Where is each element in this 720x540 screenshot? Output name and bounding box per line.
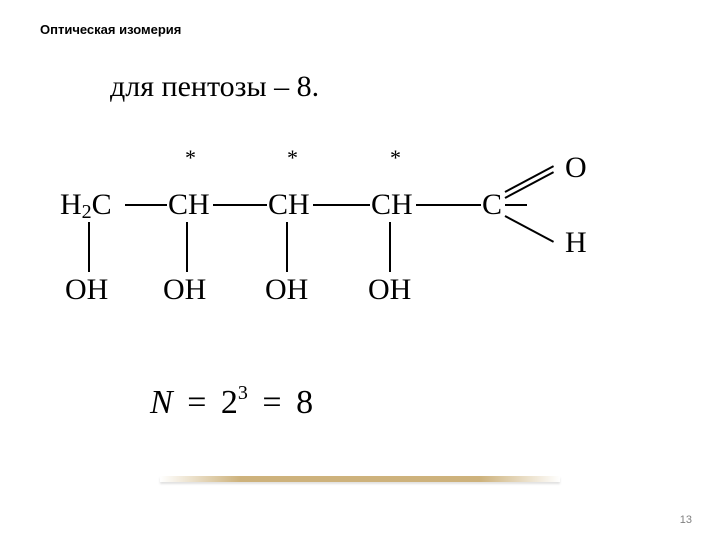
bond-vertical — [88, 222, 90, 272]
atom-oh-2: OH — [163, 275, 206, 305]
atom-h2c: H2C — [60, 190, 112, 222]
slide-divider — [160, 476, 560, 482]
bond-horizontal — [213, 204, 267, 206]
chiral-asterisk-2: * — [287, 145, 298, 171]
atom-c5: C — [482, 190, 502, 220]
formula-exp: 3 — [238, 382, 248, 404]
atom-oh-1: OH — [65, 275, 108, 305]
bond-horizontal — [313, 204, 370, 206]
chemical-structure: * * * H2C CH CH CH C O H OH OH OH OH — [55, 135, 615, 335]
page-number: 13 — [680, 514, 692, 526]
bond-vertical — [389, 222, 391, 272]
isomer-formula: N = 23 = 8 — [150, 382, 313, 422]
chiral-asterisk-1: * — [185, 145, 196, 171]
atom-o: O — [565, 153, 587, 183]
bond-vertical — [286, 222, 288, 272]
formula-eq2: = — [256, 384, 287, 421]
header-title: Оптическая изомерия — [40, 22, 181, 37]
formula-var: N — [150, 384, 173, 421]
bond-horizontal — [416, 204, 481, 206]
atom-oh-3: OH — [265, 275, 308, 305]
atom-h: H — [565, 228, 587, 258]
chiral-asterisk-3: * — [390, 145, 401, 171]
atom-h2c-c: C — [92, 188, 112, 221]
subtitle: для пентозы – 8. — [110, 70, 319, 104]
atom-ch-4: CH — [371, 190, 413, 220]
bond-diagonal — [505, 165, 555, 193]
formula-eq1: = — [181, 384, 212, 421]
bond-vertical — [186, 222, 188, 272]
atom-ch-3: CH — [268, 190, 310, 220]
atom-ch-2: CH — [168, 190, 210, 220]
bond-horizontal — [505, 204, 527, 206]
atom-h2c-h: H — [60, 188, 82, 221]
formula-result: 8 — [296, 384, 313, 421]
atom-oh-4: OH — [368, 275, 411, 305]
bond-diagonal — [505, 171, 555, 199]
formula-base: 2 — [221, 384, 238, 421]
bond-diagonal — [505, 215, 555, 243]
atom-h2c-sub: 2 — [82, 201, 92, 223]
slide: Оптическая изомерия для пентозы – 8. * *… — [0, 0, 720, 540]
bond-horizontal — [125, 204, 167, 206]
